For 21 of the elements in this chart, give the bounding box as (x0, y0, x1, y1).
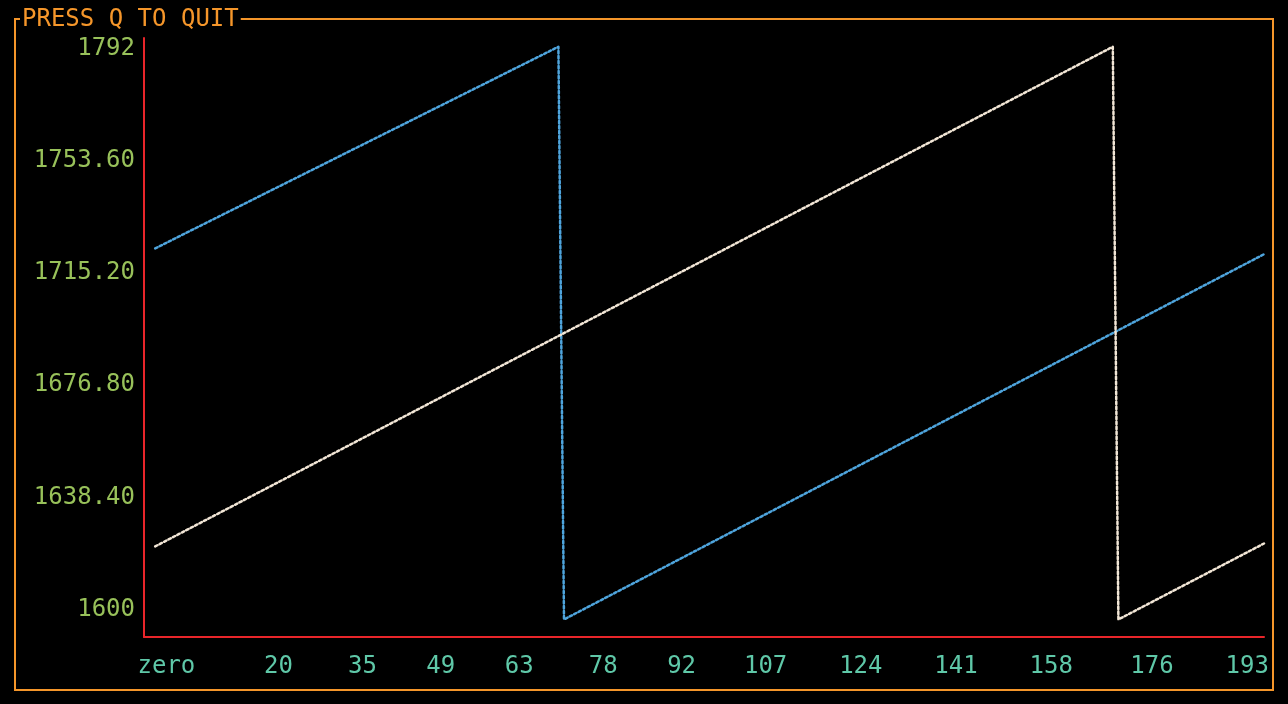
y-tick-label: 1715.20 (33, 257, 135, 286)
x-tick-label: 141 (934, 651, 978, 679)
y-tick-label: 1638.40 (33, 481, 135, 510)
y-tick-label: 1676.80 (33, 369, 135, 398)
y-tick-label: 1792 (77, 32, 135, 61)
y-tick-label: 1600 (77, 593, 135, 622)
x-tick-label: zero (137, 651, 196, 679)
x-tick-label: 124 (839, 651, 883, 679)
line-series (153, 45, 1266, 621)
x-tick-label: 176 (1130, 651, 1174, 679)
x-tick-label: 49 (426, 651, 456, 679)
y-tick-label: 1753.60 (33, 144, 135, 173)
x-tick-label: 35 (347, 651, 377, 679)
x-tick-label: 193 (1225, 651, 1269, 679)
x-tick-label: 158 (1029, 651, 1073, 679)
x-tick-label: 107 (743, 651, 788, 679)
x-tick-label: 20 (263, 651, 293, 679)
x-tick-label: 92 (667, 651, 697, 679)
x-tick-label: 63 (504, 651, 534, 679)
chart-title: PRESS Q TO QUIT (22, 4, 239, 32)
x-tick-label: 78 (588, 651, 618, 679)
